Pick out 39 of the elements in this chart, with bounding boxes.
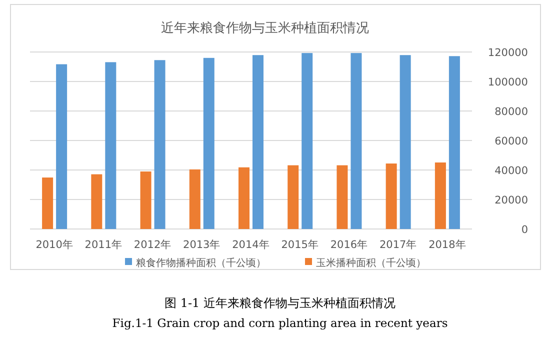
y-tick-label: 20000: [494, 194, 528, 206]
bar: [238, 167, 250, 229]
y-tick-label: 120000: [488, 47, 528, 59]
x-tick-label: 2010年: [36, 239, 74, 251]
x-tick-label: 2017年: [379, 239, 418, 251]
bar: [154, 60, 166, 229]
bar: [105, 62, 116, 229]
bar: [448, 56, 460, 229]
caption: Fig.1-1 Grain crop and corn planting area in recent years: [112, 316, 448, 330]
x-tick-label: 2016年: [330, 239, 368, 251]
legend-label: 粮食作物播种面积（千公顷）: [136, 257, 266, 269]
bar: [336, 165, 348, 229]
bar: [42, 178, 54, 229]
bar: [386, 164, 397, 229]
x-tick-label: 2011年: [84, 239, 123, 251]
bar: [288, 165, 299, 229]
x-tick-label: 2012年: [134, 239, 172, 251]
bar: [189, 169, 200, 229]
y-tick-label: 100000: [488, 76, 528, 88]
x-tick-label: 2018年: [428, 239, 466, 251]
bar: [252, 55, 264, 229]
chart-title: 近年来粮食作物与玉米种植面积情况: [161, 21, 369, 36]
y-tick-label: 60000: [494, 136, 528, 148]
bar: [350, 53, 362, 229]
x-tick-label: 2013年: [183, 239, 221, 251]
legend-label: 玉米播种面积（千公顷）: [316, 257, 426, 269]
bar: [203, 58, 214, 229]
bar: [91, 174, 102, 229]
bar: [140, 171, 152, 229]
y-tick-label: 0: [521, 224, 528, 236]
bar: [56, 64, 68, 229]
y-tick-label: 40000: [494, 165, 528, 177]
x-tick-label: 2014年: [232, 239, 270, 251]
bar: [400, 55, 411, 229]
bar: [434, 162, 446, 229]
y-tick-label: 80000: [494, 106, 528, 118]
caption: 图 1-1 近年来粮食作物与玉米种植面积情况: [164, 296, 396, 310]
x-tick-label: 2015年: [281, 239, 319, 251]
bar: [302, 53, 313, 229]
